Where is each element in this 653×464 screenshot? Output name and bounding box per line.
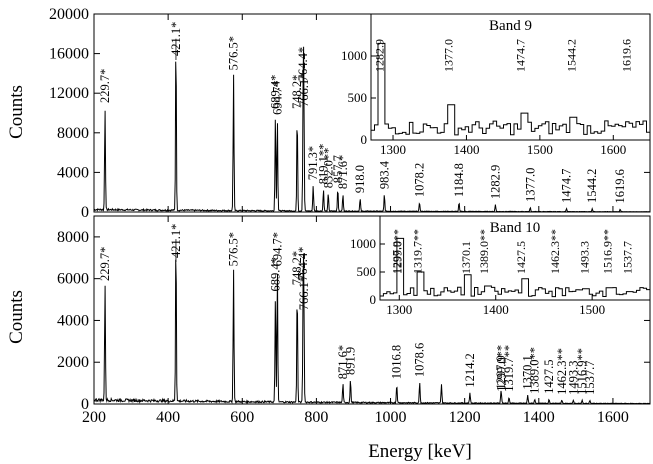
inset-peak-label: 1544.2 [564,39,578,72]
inset-y-tick-label: 500 [348,90,368,105]
peak-label: 229.7* [98,69,112,103]
inset-y-tick-label: 1000 [350,236,376,251]
y-tick-label: 16000 [49,46,89,63]
inset-x-tick-label: 1400 [453,142,479,157]
x-tick-label: 1400 [523,409,555,426]
y-tick-label: 0 [81,204,89,221]
peak-label: 1427.5 [542,359,556,393]
y-tick-label: 8000 [57,229,89,246]
x-tick-label: 600 [230,409,254,426]
inset-y-tick-label: 0 [370,292,377,307]
inset-title: Band 9 [489,18,532,34]
y-axis-label-top: Counts [6,85,27,139]
peak-label: 1544.2 [585,169,599,203]
bottom-inset: 0 500 1000 1300 1400 1500 Band 10 1297.91299.0*… [350,216,650,317]
inset-x-tick-label: 1600 [600,142,626,157]
peak-label: 1377.0 [523,168,537,202]
peak-label: 1078.6 [413,343,427,377]
peak-label: 1016.8 [390,345,404,379]
peak-label: 1184.8 [452,163,466,197]
inset-title: Band 10 [490,220,540,236]
inset-peak-label: 1537.7 [620,241,634,274]
inset-peak-label: 1319.7** [410,229,424,274]
peak-label: 229.7* [98,247,112,281]
y-tick-label: 4000 [57,312,89,329]
y-tick-label: 2000 [57,354,89,371]
inset-peak-label: 1282.9 [372,39,386,72]
x-tick-label: 1600 [597,409,629,426]
y-tick-label: 8000 [57,125,89,142]
x-tick-label: 800 [304,409,328,426]
inset-x-tick-label: 1500 [527,142,553,157]
peak-label: 576.5* [227,232,241,266]
inset-peak-label: 1474.7 [513,39,527,72]
x-tick-label: 1000 [375,409,407,426]
y-tick-label: 6000 [57,271,89,288]
peak-label: 1282.9 [488,165,502,199]
peak-label: 766.1* [297,73,311,107]
y-tick-label: 20000 [49,6,89,23]
inset-peak-label: 1493.3 [578,241,592,274]
x-axis-label: Energy [keV] [368,441,472,462]
peak-label: 891.9 [343,347,357,375]
inset-y-tick-label: 0 [361,132,368,147]
x-tick-label: 400 [156,409,180,426]
peak-label: 764.4* [296,247,310,281]
inset-y-tick-label: 500 [357,264,377,279]
y-tick-label: 4000 [57,164,89,181]
peak-label: 694.7* [270,81,284,115]
inset-x-tick-label: 1300 [386,302,412,317]
x-tick-label: 200 [82,409,106,426]
inset-x-tick-label: 1500 [579,302,605,317]
inset-peak-label: 1516.9** [600,229,614,274]
inset-x-tick-label: 1400 [483,302,509,317]
x-tick-label: 1200 [449,409,481,426]
top-inset: 0 500 1000 1300 1400 1500 1600 Band 9 1282.9 1377… [341,14,650,157]
peak-label: 1319.7** [502,345,516,392]
peak-label: 694.7* [270,232,284,266]
inset-peak-label: 1619.6 [620,39,634,72]
peak-label: 1474.7 [559,169,573,203]
peak-label: 576.5* [227,36,241,70]
peak-label: 1389.0** [528,347,542,394]
inset-y-tick-label: 1000 [341,48,367,63]
peak-label: 1214.2 [463,353,477,387]
inset-x-tick-label: 1300 [380,142,406,157]
inset-peak-label: 1370.1 [459,241,473,274]
peak-label: 766.1* [297,276,311,310]
peak-label: 1537.7 [583,360,597,394]
peak-label: 1078.2 [413,163,427,197]
inset-peak-label: 1462.3** [548,229,562,274]
inset-peak-label: 1389.0** [477,229,491,274]
peak-label: 918.0 [353,165,367,193]
inset-peak-label: 1377.0 [442,39,456,72]
peak-label: 871.6* [336,155,350,189]
peak-label: 983.4 [377,160,391,189]
y-axis-label-bottom: Counts [6,290,27,344]
y-tick-label: 12000 [49,85,89,102]
inset-peak-label: 1427.5 [514,241,528,274]
peak-label: 1619.6 [613,169,627,203]
inset-peak-label: 1299.0** [390,229,404,274]
